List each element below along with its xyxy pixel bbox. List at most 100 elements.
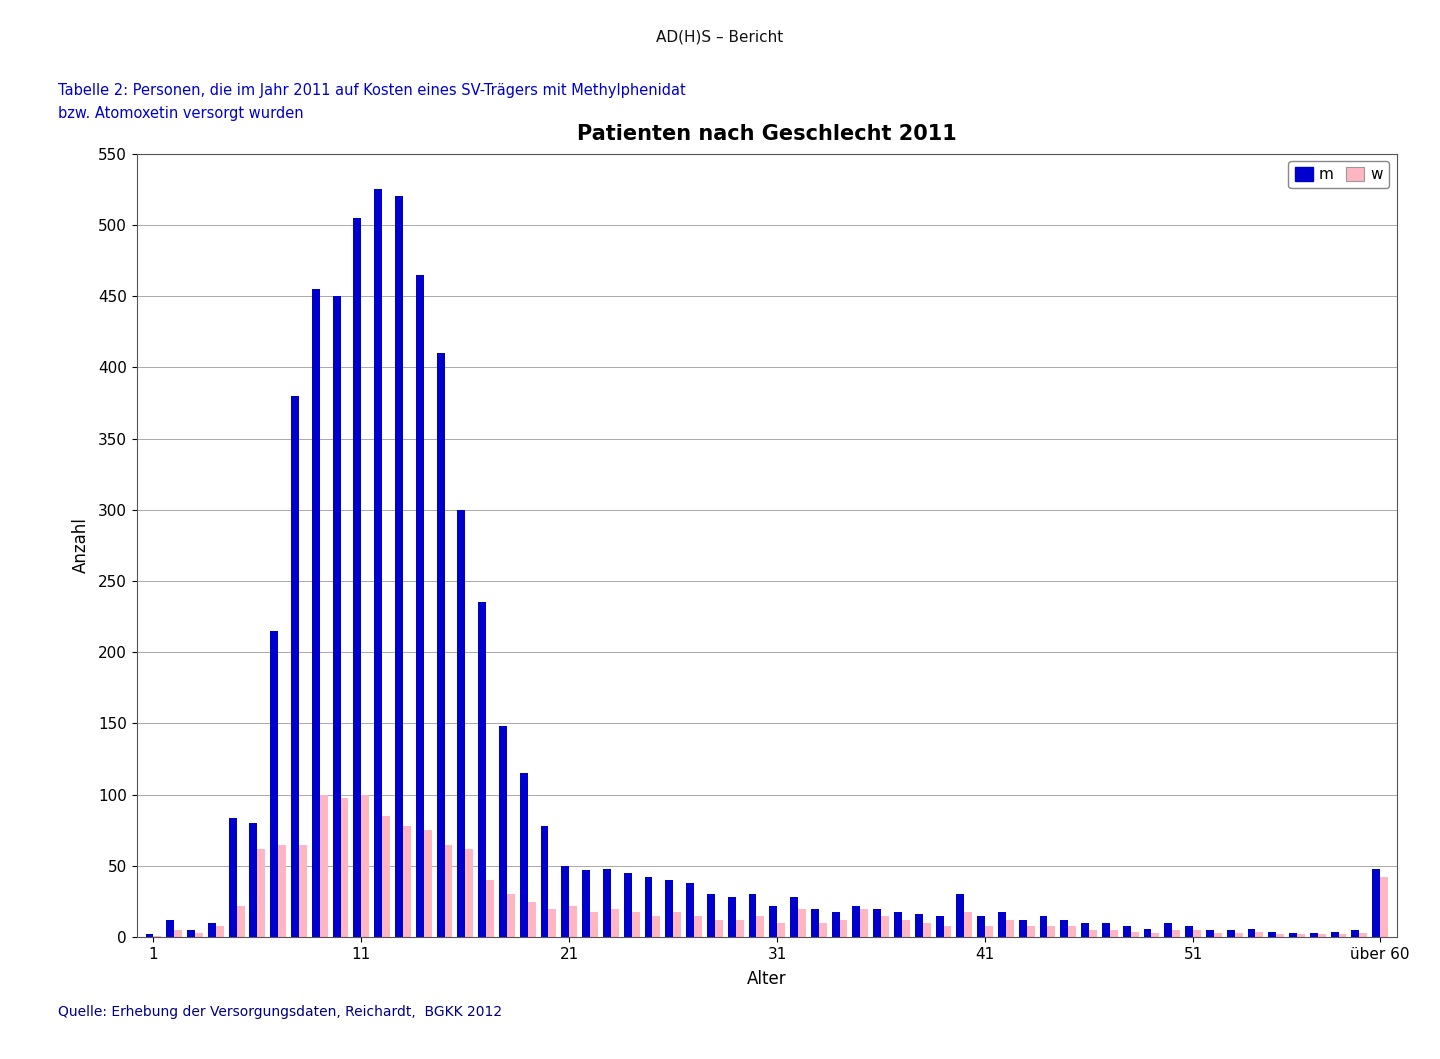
Bar xyxy=(1130,932,1139,937)
Bar xyxy=(727,897,736,937)
Bar xyxy=(540,826,549,937)
Bar xyxy=(416,274,423,937)
Bar xyxy=(1110,930,1117,937)
Bar xyxy=(832,912,840,937)
Bar xyxy=(300,845,307,937)
Bar xyxy=(436,353,445,937)
Y-axis label: Anzahl: Anzahl xyxy=(72,518,89,573)
Bar xyxy=(1256,932,1263,937)
Bar xyxy=(1089,930,1097,937)
Bar xyxy=(694,916,701,937)
Bar xyxy=(320,794,328,937)
Bar xyxy=(1318,934,1326,937)
Text: bzw. Atomoxetin versorgt wurden: bzw. Atomoxetin versorgt wurden xyxy=(58,106,304,121)
Bar xyxy=(569,905,577,937)
Bar xyxy=(1192,930,1201,937)
Bar xyxy=(956,895,965,937)
Bar xyxy=(1007,920,1014,937)
Bar xyxy=(901,920,910,937)
Bar xyxy=(624,873,632,937)
Bar xyxy=(590,912,598,937)
Bar xyxy=(819,923,827,937)
Bar xyxy=(562,866,569,937)
Bar xyxy=(1276,934,1284,937)
Bar xyxy=(923,923,930,937)
Bar xyxy=(374,190,382,937)
Bar xyxy=(674,912,681,937)
Bar xyxy=(229,818,236,937)
Bar xyxy=(1380,877,1388,937)
Bar xyxy=(632,912,639,937)
Bar xyxy=(312,289,320,937)
Text: Tabelle 2: Personen, die im Jahr 2011 auf Kosten eines SV-Trägers mit Methylphen: Tabelle 2: Personen, die im Jahr 2011 au… xyxy=(58,83,685,97)
Bar xyxy=(652,916,661,937)
Bar xyxy=(1297,934,1305,937)
Bar xyxy=(423,830,432,937)
Bar xyxy=(445,845,452,937)
Bar xyxy=(749,895,756,937)
Bar xyxy=(873,909,881,937)
Bar xyxy=(798,909,806,937)
Bar xyxy=(278,845,287,937)
Bar xyxy=(1331,932,1339,937)
Bar xyxy=(936,916,943,937)
Bar xyxy=(1247,929,1256,937)
Bar xyxy=(978,916,985,937)
Bar xyxy=(1081,923,1089,937)
Bar xyxy=(194,933,203,937)
Bar xyxy=(769,905,778,937)
Bar xyxy=(603,868,611,937)
Bar xyxy=(249,823,258,937)
Text: Quelle: Erhebung der Versorgungsdaten, Reichardt,  BGKK 2012: Quelle: Erhebung der Versorgungsdaten, R… xyxy=(58,1005,501,1019)
Bar xyxy=(549,909,556,937)
Bar xyxy=(520,773,527,937)
Bar xyxy=(1339,934,1346,937)
Bar xyxy=(1143,929,1152,937)
Bar xyxy=(507,895,516,937)
Bar xyxy=(756,916,765,937)
Bar xyxy=(1027,926,1034,937)
X-axis label: Alter: Alter xyxy=(747,970,786,988)
Bar xyxy=(1289,933,1297,937)
Bar xyxy=(965,912,972,937)
Bar xyxy=(1040,916,1047,937)
Bar xyxy=(1172,930,1181,937)
Bar xyxy=(1269,932,1276,937)
Bar xyxy=(1214,933,1221,937)
Bar xyxy=(840,920,848,937)
Bar xyxy=(487,880,494,937)
Text: AD(H)S – Bericht: AD(H)S – Bericht xyxy=(657,30,783,44)
Bar xyxy=(1068,926,1076,937)
Bar xyxy=(1047,926,1056,937)
Bar xyxy=(1310,933,1318,937)
Bar xyxy=(154,936,161,937)
Bar xyxy=(881,916,888,937)
Bar xyxy=(403,826,410,937)
Bar xyxy=(1020,920,1027,937)
Bar xyxy=(361,794,369,937)
Bar xyxy=(707,895,714,937)
Bar xyxy=(685,883,694,937)
Bar xyxy=(145,934,154,937)
Bar xyxy=(860,909,868,937)
Bar xyxy=(500,726,507,937)
Bar xyxy=(1102,923,1110,937)
Bar xyxy=(1205,930,1214,937)
Bar xyxy=(353,218,361,937)
Bar xyxy=(333,297,341,937)
Bar xyxy=(943,926,952,937)
Bar xyxy=(207,923,216,937)
Bar xyxy=(1352,930,1359,937)
Bar xyxy=(914,914,923,937)
Bar xyxy=(1185,926,1192,937)
Bar xyxy=(1123,926,1130,937)
Bar xyxy=(1060,920,1068,937)
Bar xyxy=(291,396,300,937)
Bar xyxy=(582,870,590,937)
Bar xyxy=(1372,868,1380,937)
Bar xyxy=(1165,923,1172,937)
Legend: m, w: m, w xyxy=(1289,161,1390,189)
Bar xyxy=(1359,933,1367,937)
Bar xyxy=(216,926,223,937)
Bar xyxy=(985,926,994,937)
